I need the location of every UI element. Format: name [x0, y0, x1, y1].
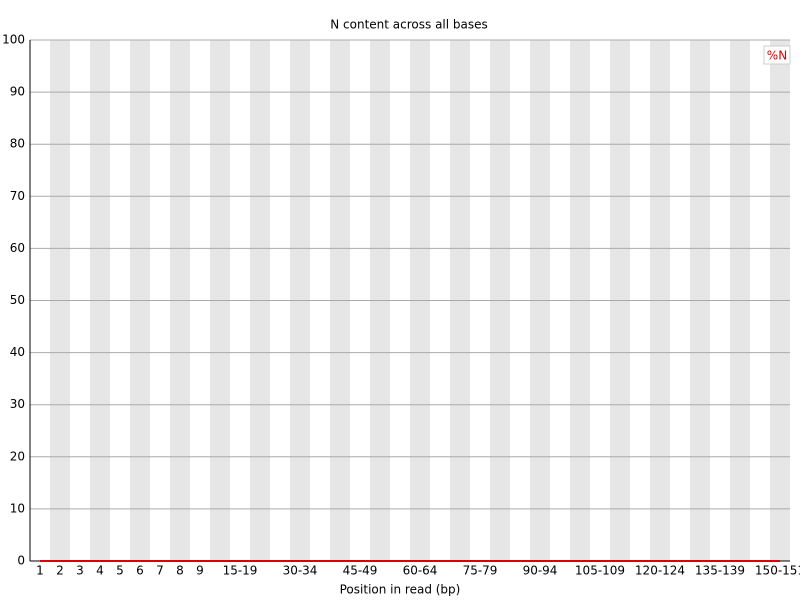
legend-box [763, 45, 791, 65]
x-tick-label: 5 [116, 564, 124, 578]
x-tick-label: 7 [156, 564, 164, 578]
y-tick-label: 80 [10, 137, 25, 151]
x-tick-label: 6 [136, 564, 144, 578]
y-tick-label: 90 [10, 85, 25, 99]
y-tick-label: 0 [17, 554, 25, 568]
x-tick-label: 4 [96, 564, 104, 578]
x-tick-label: 30-34 [283, 564, 318, 578]
x-tick-label: 3 [76, 564, 84, 578]
x-tick-label: 15-19 [223, 564, 258, 578]
y-tick-label: 20 [10, 449, 25, 463]
x-tick-label: 75-79 [463, 564, 498, 578]
x-tick-label: 60-64 [403, 564, 438, 578]
x-tick-label: 9 [196, 564, 204, 578]
x-tick-label: 1 [36, 564, 44, 578]
x-tick-label: 90-94 [523, 564, 558, 578]
x-tick-label: 135-139 [695, 564, 745, 578]
x-tick-label: 45-49 [343, 564, 378, 578]
x-tick-label: 8 [176, 564, 184, 578]
y-tick-label: 100 [2, 33, 25, 47]
y-tick-label: 60 [10, 241, 25, 255]
x-tick-label: 150-151 [755, 564, 800, 578]
x-tick-label: 105-109 [575, 564, 625, 578]
y-tick-label: 30 [10, 397, 25, 411]
x-axis-label: Position in read (bp) [340, 583, 461, 597]
y-tick-label: 50 [10, 293, 25, 307]
legend-label: %N [767, 49, 787, 63]
x-tick-label: 120-124 [635, 564, 685, 578]
y-tick-label: 70 [10, 189, 25, 203]
x-tick-label: 2 [56, 564, 64, 578]
y-tick-label: 10 [10, 501, 25, 515]
chart-title: N content across all bases [330, 18, 488, 32]
y-tick-label: 40 [10, 345, 25, 359]
